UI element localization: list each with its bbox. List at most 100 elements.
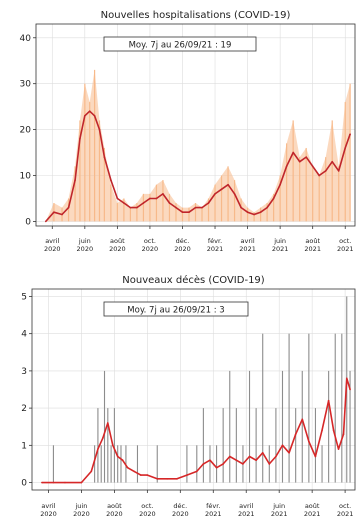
y-tick-label: 1 xyxy=(21,441,27,451)
x-tick-label: oct. xyxy=(339,237,351,245)
moving-average-point xyxy=(166,478,168,480)
moving-average-point xyxy=(292,151,294,154)
moving-average-point xyxy=(90,470,93,473)
moving-average-point xyxy=(168,202,171,204)
x-tick-label: juin xyxy=(273,237,286,245)
x-tick-label: févr. xyxy=(208,237,222,245)
x-tick-year: 2021 xyxy=(239,245,256,253)
moving-average-point xyxy=(227,183,229,186)
x-tick-year: 2020 xyxy=(109,245,126,253)
x-tick-label: oct. xyxy=(339,502,351,510)
x-tick-year: 2020 xyxy=(40,510,57,518)
x-tick-year: 2020 xyxy=(106,510,123,518)
x-tick-label: déc. xyxy=(176,237,190,245)
moving-average-point xyxy=(242,463,244,465)
moving-average-point xyxy=(331,160,334,163)
moving-average-point xyxy=(53,211,55,214)
moving-average-point xyxy=(281,444,284,447)
chart-title: Nouveaux décès (COVID-19) xyxy=(122,274,265,286)
moving-average-point xyxy=(107,422,109,424)
moving-average-point xyxy=(344,147,347,149)
x-tick-year: 2021 xyxy=(304,510,321,518)
moving-average-point xyxy=(266,206,268,209)
moving-average-point xyxy=(246,211,249,214)
x-tick-label: avril xyxy=(45,237,59,245)
x-tick-label: févr. xyxy=(206,502,220,510)
x-tick-year: 2020 xyxy=(174,245,191,253)
moving-average-point xyxy=(332,429,335,432)
moving-average-point xyxy=(253,213,255,216)
moving-average-point xyxy=(298,160,301,163)
moving-average-point xyxy=(327,399,330,402)
moving-average-point xyxy=(261,451,264,454)
moving-average-point xyxy=(64,481,66,484)
y-tick-label: 10 xyxy=(20,172,32,182)
moving-average-point xyxy=(121,459,124,462)
moving-average-point xyxy=(318,174,320,177)
moving-average-point xyxy=(93,115,96,117)
moving-average-point xyxy=(79,137,81,140)
moving-average-point xyxy=(142,202,145,204)
x-tick-year: 2021 xyxy=(304,245,321,253)
x-tick-year: 2021 xyxy=(272,245,289,253)
moving-average-point xyxy=(240,206,242,209)
moving-average-point xyxy=(116,455,119,458)
moving-average-point xyxy=(202,463,205,465)
moving-average-point xyxy=(194,206,197,209)
moving-average-point xyxy=(301,418,304,421)
moving-average-point xyxy=(214,193,216,195)
moving-average-point xyxy=(102,437,104,439)
moving-average-point xyxy=(222,463,224,465)
moving-average-point xyxy=(162,193,164,195)
x-tick-year: 2021 xyxy=(207,245,224,253)
axes-frame xyxy=(35,23,356,227)
moving-average-point xyxy=(324,170,327,172)
moving-average-point xyxy=(67,206,70,209)
moving-average-point xyxy=(156,478,159,480)
moving-average-point xyxy=(311,165,314,168)
axes-frame xyxy=(31,288,356,491)
moving-average-point xyxy=(259,211,262,214)
y-tick-label: 4 xyxy=(21,330,27,340)
moving-average-point xyxy=(176,478,178,480)
moving-average-point xyxy=(248,455,251,458)
moving-average-point xyxy=(136,206,138,209)
x-tick-label: août xyxy=(107,502,122,510)
moving-average-point xyxy=(201,206,203,209)
moving-average-point xyxy=(41,481,43,484)
x-tick-label: oct. xyxy=(144,237,156,245)
chart-title: Nouvelles hospitalisations (COVID-19) xyxy=(101,10,291,21)
x-tick-year: 2020 xyxy=(172,510,189,518)
moving-average-point xyxy=(116,197,119,200)
x-tick-year: 2021 xyxy=(337,510,354,518)
moving-average-point xyxy=(133,470,135,473)
moving-average-point xyxy=(228,455,231,458)
y-tick-label: 2 xyxy=(21,404,27,414)
moving-average-point xyxy=(110,179,112,181)
x-tick-label: avril xyxy=(41,502,55,510)
x-tick-label: avril xyxy=(239,502,253,510)
annotation-box xyxy=(103,36,257,52)
moving-average-point xyxy=(195,470,198,473)
moving-average-point xyxy=(220,188,223,191)
x-tick-year: 2021 xyxy=(337,245,354,253)
x-tick-year: 2021 xyxy=(238,510,255,518)
moving-average-point xyxy=(146,474,149,476)
y-tick-label: 40 xyxy=(20,34,32,44)
moving-average-point xyxy=(337,170,340,172)
moving-average-point xyxy=(235,459,238,462)
moving-average-point xyxy=(188,211,190,214)
moving-average-point xyxy=(294,433,297,435)
moving-average-point xyxy=(215,466,218,469)
moving-average-point xyxy=(288,451,290,454)
moving-average-point xyxy=(80,481,83,484)
moving-average-point xyxy=(255,459,257,462)
y-tick-label: 5 xyxy=(21,292,27,302)
y-tick-label: 30 xyxy=(20,80,32,90)
moving-average-point xyxy=(321,429,323,432)
moving-average-point xyxy=(98,128,101,131)
moving-average-point xyxy=(207,202,210,204)
moving-average-point xyxy=(337,448,340,450)
moving-average-point xyxy=(175,206,177,209)
